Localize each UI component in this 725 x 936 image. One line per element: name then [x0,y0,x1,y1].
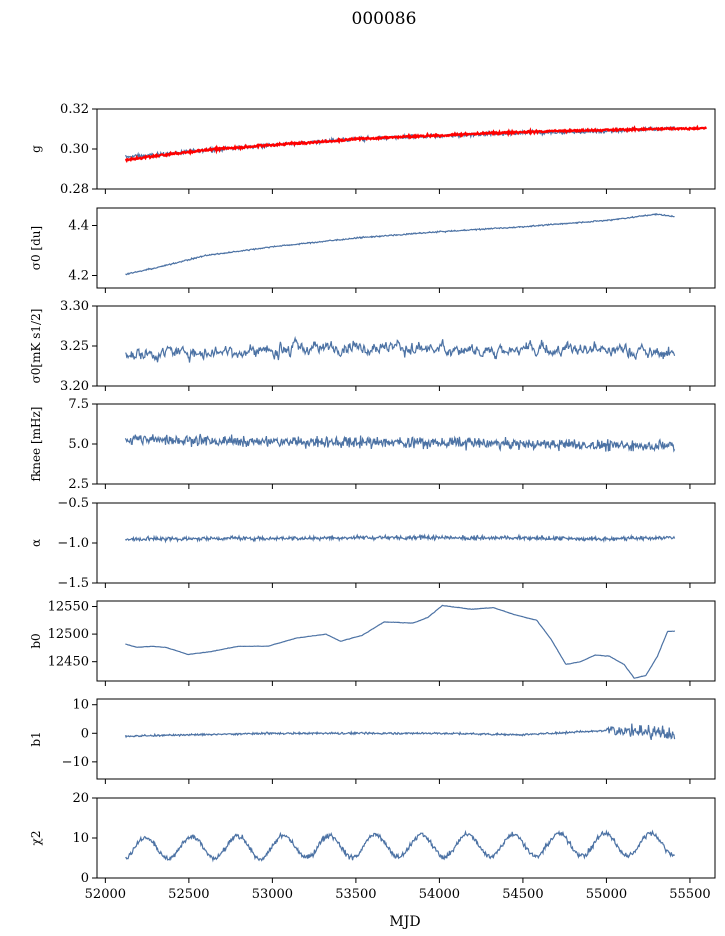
y-axis-label: b1 [29,731,43,746]
y-tick-label: 7.5 [68,397,89,412]
series-fit-line [124,124,707,163]
y-tick-label: 12550 [48,600,89,615]
series-line [125,829,676,863]
y-axis-label: α [29,539,43,547]
y-tick-label: 5.0 [68,437,89,452]
y-axis-label: σ0 [du] [29,226,43,270]
plot-frame [96,698,716,780]
panel-fknee: 2.5 5.0 7.5 fknee [mHz] [29,397,716,492]
series-line [124,533,676,544]
y-axis-label: g [29,145,43,153]
panel-sigma0: 4.2 4.4 σ0 [du] [29,207,716,293]
y-tick-label: −0.5 [57,496,89,511]
panel-b0: 12450 12500 12550 b0 [29,600,716,686]
x-axis-label: MJD [389,914,420,930]
x-tick-label: 54500 [502,887,543,902]
y-tick-label: 3.30 [60,299,89,314]
y-tick-label: 0.30 [60,142,89,157]
panels-group: 0.28 0.30 0.32 g 4.2 4.4 σ0 [du] 3.20 3.25 3.30 σ0… [29,102,716,902]
y-tick-label: −1.5 [57,576,89,591]
series-line [125,604,676,679]
series-line [125,335,676,363]
y-axis-label: fknee [mHz] [29,407,43,482]
y-tick-label: 0.32 [60,102,89,117]
x-tick-label: 53500 [335,887,376,902]
figure-title: 000086 [352,9,417,29]
x-tick-label: 54000 [419,887,460,902]
series-line [125,212,675,276]
series-line [124,433,676,453]
y-tick-label: 0 [81,726,89,741]
y-axis-label: b0 [29,633,43,648]
panel-sigma0-mk: 3.20 3.25 3.30 σ0[mK s1/2] [29,299,716,394]
series-line [124,723,676,741]
y-tick-label: 10 [72,831,89,846]
y-tick-label: 3.20 [60,379,89,394]
panel-g: 0.28 0.30 0.32 g [29,102,716,197]
x-tick-label: 52500 [168,887,209,902]
y-tick-label: 12450 [48,655,89,670]
y-tick-label: 2.5 [68,477,89,492]
plot-frame [96,502,716,584]
y-axis-label: χ2 [29,831,43,846]
x-tick-label: 52000 [85,887,126,902]
y-axis-label: σ0[mK s1/2] [29,309,43,384]
panel-chi2: 0 10 20 χ2 [29,791,716,886]
y-tick-label: 3.25 [60,339,89,354]
plot-frame [96,207,716,289]
x-tick-label: 55000 [586,887,627,902]
y-tick-label: 4.2 [68,269,89,284]
y-tick-label: 12500 [48,627,89,642]
x-tick-label: 53000 [252,887,293,902]
y-tick-label: 20 [72,791,89,806]
panel-alpha: −1.5 −1.0 −0.5 α [29,496,716,591]
y-tick-label: −1.0 [57,536,89,551]
y-tick-label: 0 [81,871,89,886]
plot-frame [96,600,716,682]
y-tick-label: −10 [62,755,89,770]
panel-b1: −10 0 10 b1 [29,698,716,784]
y-tick-label: 4.4 [68,219,89,234]
y-tick-label: 10 [72,698,89,713]
x-tick-label: 55500 [669,887,710,902]
y-tick-label: 0.28 [60,182,89,197]
